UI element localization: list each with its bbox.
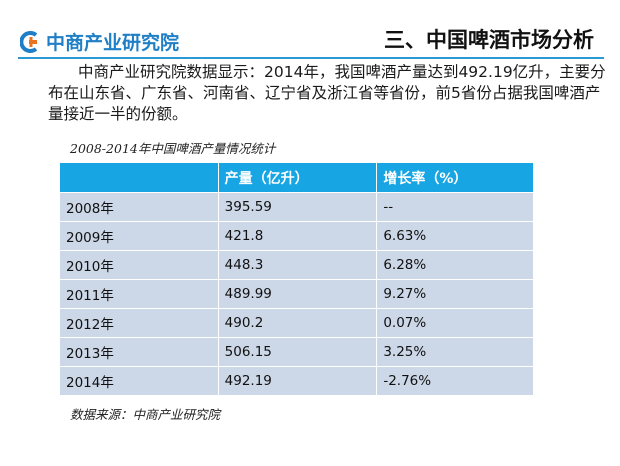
table-caption: 2008-2014年中国啤酒产量情况统计: [70, 141, 276, 156]
growth-cell: -2.76%: [376, 366, 534, 396]
table-row: 2010年 448.3 6.28%: [60, 250, 534, 280]
table-row: 2011年 489.99 9.27%: [60, 279, 534, 309]
table-row: 2008年 395.59 --: [60, 192, 534, 222]
table-row: 2014年 492.19 -2.76%: [60, 366, 534, 396]
year-cell: 2010年: [60, 250, 219, 280]
header-divider: [18, 57, 604, 59]
output-cell: 506.15: [218, 337, 378, 367]
year-cell: 2008年: [60, 192, 219, 222]
intro-text: 中商产业研究院数据显示：2014年，我国啤酒产量达到492.19亿升，主要分布在…: [48, 63, 606, 123]
growth-cell: 6.63%: [376, 221, 534, 251]
column-header-year: [60, 163, 219, 193]
output-cell: 421.8: [218, 221, 378, 251]
growth-cell: 3.25%: [376, 337, 534, 367]
growth-cell: 9.27%: [376, 279, 534, 309]
section-title: 三、中国啤酒市场分析: [384, 28, 594, 52]
table-header-row: 产量（亿升） 增长率（%）: [60, 163, 534, 193]
table-row: 2012年 490.2 0.07%: [60, 308, 534, 338]
output-cell: 448.3: [218, 250, 378, 280]
year-cell: 2014年: [60, 366, 219, 396]
year-cell: 2011年: [60, 279, 219, 309]
year-cell: 2012年: [60, 308, 219, 338]
chinacir-logo-icon: [20, 30, 38, 53]
year-cell: 2009年: [60, 221, 219, 251]
table-row: 2013年 506.15 3.25%: [60, 337, 534, 367]
production-table: 产量（亿升） 增长率（%） 2008年 395.59 -- 2009年 421.…: [60, 163, 534, 396]
data-source: 数据来源：中商产业研究院: [70, 407, 221, 422]
growth-cell: --: [376, 192, 534, 222]
output-cell: 395.59: [218, 192, 378, 222]
output-cell: 490.2: [218, 308, 378, 338]
year-cell: 2013年: [60, 337, 219, 367]
growth-cell: 6.28%: [376, 250, 534, 280]
logo-text: 中商产业研究院: [46, 32, 180, 54]
output-cell: 492.19: [218, 366, 378, 396]
table-row: 2009年 421.8 6.63%: [60, 221, 534, 251]
growth-cell: 0.07%: [376, 308, 534, 338]
logo: 中商产业研究院: [20, 28, 179, 55]
column-header-growth: 增长率（%）: [376, 163, 534, 193]
output-cell: 489.99: [218, 279, 378, 309]
column-header-output: 产量（亿升）: [218, 163, 378, 193]
intro-paragraph: 中商产业研究院数据显示：2014年，我国啤酒产量达到492.19亿升，主要分布在…: [48, 62, 608, 125]
